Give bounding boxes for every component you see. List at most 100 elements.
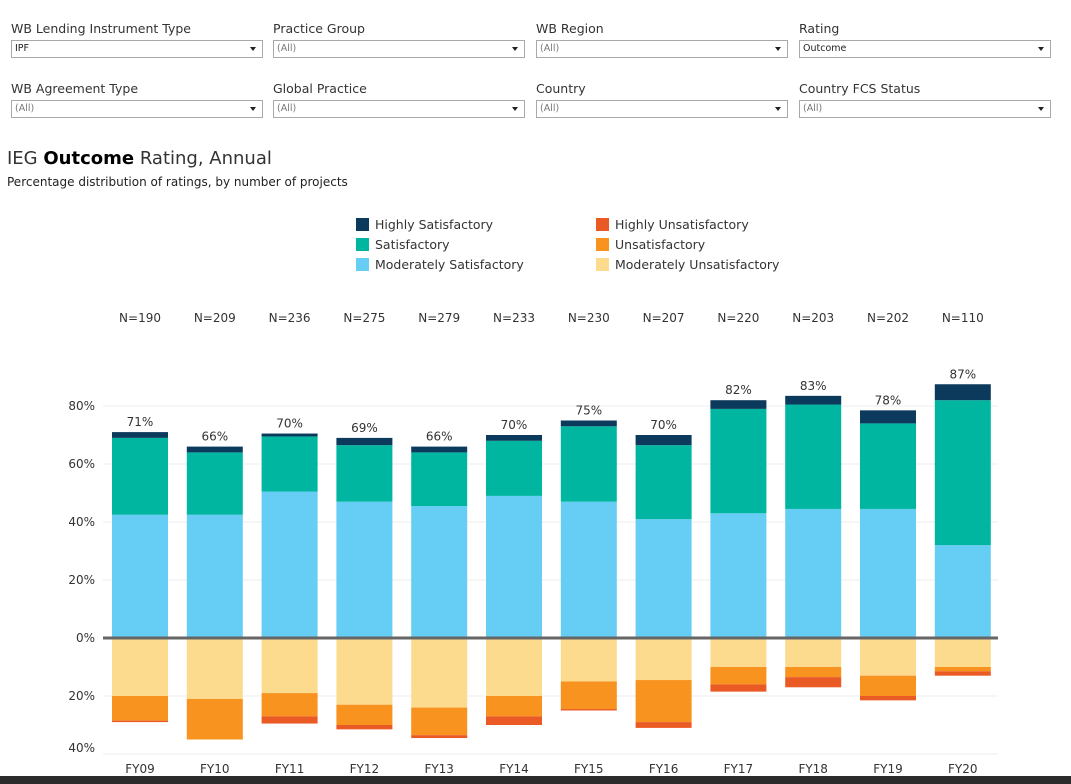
dropdown-value: (All) (803, 103, 823, 114)
practice-group-dropdown[interactable]: (All) (273, 40, 525, 58)
bar-segment (785, 395, 842, 405)
bar-segment (261, 693, 318, 717)
bar-segment (860, 410, 916, 424)
bar-segment (336, 704, 393, 725)
caret-down-icon (250, 107, 256, 111)
chart-title-bold: Outcome (43, 148, 135, 169)
x-tick-label: FY17 (724, 762, 754, 776)
y-tick-label: 60% (68, 457, 95, 471)
bar-segment (336, 437, 393, 446)
filter-label: WB Agreement Type (11, 81, 139, 96)
bar-segment (186, 452, 243, 515)
total-percent-label: 66% (201, 430, 228, 444)
caret-down-icon (775, 47, 781, 51)
caret-down-icon (512, 107, 518, 111)
country-dropdown[interactable]: (All) (536, 100, 788, 118)
bar-segment (560, 501, 617, 638)
bar-segment (860, 423, 916, 509)
country-fcs-status-dropdown[interactable]: (All) (799, 100, 1051, 118)
bar-segment (785, 404, 842, 509)
x-tick-label: FY11 (275, 762, 305, 776)
bar-segment (486, 435, 542, 441)
bar-segment (486, 716, 542, 725)
legend-label: Unsatisfactory (615, 237, 706, 252)
dropdown-value: (All) (277, 43, 297, 54)
filter-label: Practice Group (273, 21, 365, 36)
y-tick-label: 40% (68, 741, 95, 755)
bar-segment (411, 707, 468, 736)
filter-country: Country (All) (536, 81, 788, 118)
bar-segment (635, 445, 692, 520)
filter-label: Global Practice (273, 81, 367, 96)
bar-segment (934, 384, 991, 401)
bar-segment (112, 720, 168, 723)
bar-segment (186, 698, 243, 740)
caret-down-icon (250, 47, 256, 51)
total-percent-label: 70% (276, 417, 303, 431)
bar-segment (860, 638, 916, 676)
bar-segment (785, 677, 842, 688)
legend-label: Satisfactory (375, 237, 450, 252)
bar-segment (710, 638, 767, 667)
bar-segment (560, 709, 617, 711)
legend-swatch (356, 258, 369, 271)
dropdown-value: (All) (277, 103, 297, 114)
bar-segment (261, 433, 318, 437)
chart-title: IEG Outcome Rating, Annual (7, 148, 272, 169)
filter-wb-lending-instrument-type: WB Lending Instrument Type IPF (11, 21, 263, 58)
n-count-label: N=110 (942, 311, 984, 325)
y-tick-label: 80% (68, 399, 95, 413)
total-percent-label: 75% (575, 404, 602, 418)
legend-label: Highly Satisfactory (375, 217, 494, 232)
bar-segment (486, 696, 542, 717)
wb-lending-instrument-type-dropdown[interactable]: IPF (11, 40, 263, 58)
rating-dropdown[interactable]: Outcome (799, 40, 1051, 58)
wb-region-dropdown[interactable]: (All) (536, 40, 788, 58)
x-tick-label: FY12 (350, 762, 380, 776)
x-tick-label: FY19 (873, 762, 903, 776)
bar-segment (635, 435, 692, 446)
bar-segment (710, 513, 767, 638)
chart-title-prefix: IEG (7, 148, 44, 169)
bar-segment (635, 680, 692, 723)
bar-segment (785, 667, 842, 678)
bar-segment (560, 420, 617, 427)
bottom-strip (0, 776, 1071, 784)
bar-segment (336, 445, 393, 502)
caret-down-icon (512, 47, 518, 51)
n-count-label: N=202 (867, 311, 909, 325)
bar-segment (411, 446, 468, 453)
bar-segment (261, 436, 318, 492)
caret-down-icon (1038, 47, 1044, 51)
bar-segment (635, 638, 692, 681)
dropdown-value: Outcome (803, 43, 847, 54)
bar-segment (560, 426, 617, 502)
bar-segment (710, 408, 767, 514)
bar-segment (336, 638, 393, 705)
y-tick-label: 20% (68, 689, 95, 703)
x-tick-label: FY13 (424, 762, 454, 776)
global-practice-dropdown[interactable]: (All) (273, 100, 525, 118)
stacked-bar-chart: 80% 60% 40% 20% 0% 20% 40% 71% N=190 FY09 66% N=209… (68, 311, 998, 776)
y-tick-label: 0% (76, 631, 95, 645)
total-percent-label: 66% (426, 430, 453, 444)
legend-swatch (356, 238, 369, 251)
bar-segment (486, 440, 542, 496)
bar-segment (411, 735, 468, 739)
total-percent-label: 69% (351, 421, 378, 435)
legend-swatch (596, 218, 609, 231)
x-tick-label: FY09 (125, 762, 155, 776)
total-percent-label: 87% (949, 367, 976, 381)
x-tick-label: FY20 (948, 762, 978, 776)
legend-swatch (356, 218, 369, 231)
filter-practice-group: Practice Group (All) (273, 21, 525, 58)
dropdown-value: (All) (15, 103, 35, 114)
filter-wb-agreement-type: WB Agreement Type (All) (11, 81, 263, 118)
n-count-label: N=203 (792, 311, 834, 325)
n-count-label: N=279 (418, 311, 460, 325)
bar-segment (112, 437, 168, 515)
wb-agreement-type-dropdown[interactable]: (All) (11, 100, 263, 118)
bar-segment (336, 725, 393, 730)
filter-label: WB Region (536, 21, 604, 36)
chart-subtitle: Percentage distribution of ratings, by n… (7, 175, 348, 189)
